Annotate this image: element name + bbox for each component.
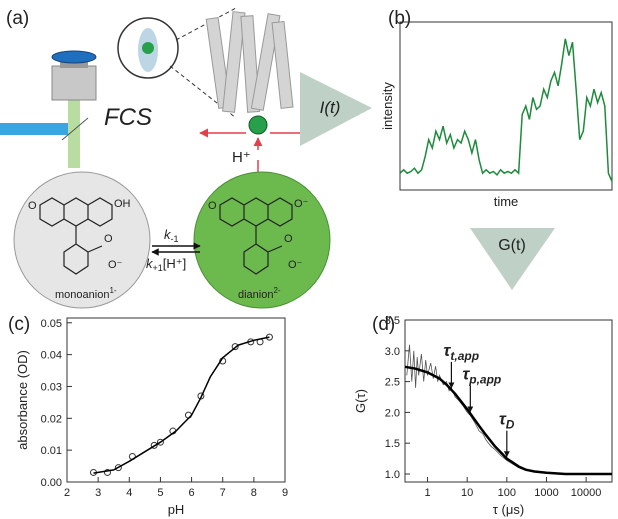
arrow-shape xyxy=(300,72,372,146)
charge: 1- xyxy=(109,286,116,295)
x-tick-label: 5 xyxy=(157,487,163,499)
species-label: monoanion1- xyxy=(55,286,117,301)
data-line xyxy=(406,344,612,475)
atom: OH xyxy=(114,198,131,210)
correlation-label: G(t) xyxy=(498,237,526,254)
rate-label: k-1 xyxy=(164,227,179,244)
objective xyxy=(51,65,97,101)
x-tick-label: 1 xyxy=(424,487,430,499)
y-tick-label: 3.0 xyxy=(385,346,400,358)
y-tick-label: 2.5 xyxy=(385,377,400,389)
y-tick-label: 1.5 xyxy=(385,438,400,450)
y-tick-label: 0.04 xyxy=(41,350,62,362)
species-name: monoanion xyxy=(55,289,109,301)
species-circle xyxy=(13,171,151,309)
technique: FCS xyxy=(104,104,152,131)
protein xyxy=(205,11,294,113)
x-tick-label: 9 xyxy=(282,487,288,499)
species-label: dianion2- xyxy=(238,286,281,301)
annotation: τt,app xyxy=(443,341,479,363)
annotation: τp,app xyxy=(462,365,501,387)
atom: O xyxy=(104,233,113,245)
x-axis-label: time xyxy=(494,194,519,209)
rate-sub: +1 xyxy=(153,263,163,273)
x-tick-label: 1000 xyxy=(534,487,558,499)
y-tick-label: 3.5 xyxy=(385,315,400,327)
y-tick-label: 0.03 xyxy=(41,381,62,393)
atom: O xyxy=(284,233,293,245)
rate-label: k+1[H⁺] xyxy=(146,256,186,273)
y-tick-label: 0.01 xyxy=(41,445,62,457)
rate-rest: [H⁺] xyxy=(163,256,186,271)
x-tick-label: 3 xyxy=(95,487,101,499)
structure xyxy=(39,197,293,275)
beam xyxy=(68,100,80,168)
plot-frame xyxy=(399,21,613,191)
x-tick-label: 4 xyxy=(126,487,132,499)
y-tick-label: 2.0 xyxy=(385,407,400,419)
proton: H⁺ xyxy=(232,149,251,166)
charge: 2- xyxy=(273,286,280,295)
atom: O xyxy=(208,200,217,212)
annotation: τD xyxy=(499,410,515,432)
y-tick-label: 0.05 xyxy=(41,318,62,330)
rate-symbol: k xyxy=(146,256,154,271)
x-tick-label: 100 xyxy=(498,487,516,499)
data-line xyxy=(93,336,270,474)
data-line xyxy=(404,365,612,476)
annotation-sub: t,app xyxy=(450,349,479,363)
panel-a: (a) FCS H⁺ I(t) O xyxy=(0,7,372,309)
fluorophore xyxy=(142,42,154,54)
panel-label: (b) xyxy=(388,8,411,29)
y-tick-label: 0.02 xyxy=(41,413,62,425)
y-axis-label: G(τ) xyxy=(353,389,368,413)
atom: O⁻ xyxy=(288,259,303,271)
plot-frame xyxy=(404,319,613,483)
annotation-symbol: τ xyxy=(462,365,470,384)
x-axis-label: τ (μs) xyxy=(493,502,524,517)
y-axis-label: absorbance (OD) xyxy=(15,350,30,450)
y-axis-label: intensity xyxy=(380,82,395,130)
annotation-symbol: τ xyxy=(499,410,507,429)
annotation-sub: p,app xyxy=(468,373,501,387)
lens xyxy=(51,50,97,64)
x-tick-label: 8 xyxy=(251,487,257,499)
atom: O⁻ xyxy=(108,259,123,271)
arrow-shape xyxy=(470,228,555,290)
beam xyxy=(0,123,80,135)
plot-frame xyxy=(66,317,286,483)
fluorophore xyxy=(248,115,268,135)
mirror xyxy=(61,117,89,141)
atom: O xyxy=(28,200,37,212)
atom: O⁻ xyxy=(294,198,309,210)
rate-sub: -1 xyxy=(171,234,179,244)
annotation-sub: D xyxy=(506,418,515,432)
species-name: dianion xyxy=(238,289,273,301)
rate-symbol: k xyxy=(164,227,172,242)
zoom-line xyxy=(175,7,237,41)
species-circle xyxy=(193,171,331,309)
panel-label: (d) xyxy=(372,314,395,335)
x-tick-label: 10 xyxy=(461,487,473,499)
x-tick-label: 10000 xyxy=(571,487,602,499)
signal-label: I(t) xyxy=(320,98,341,117)
x-tick-label: 6 xyxy=(189,487,195,499)
panel-label: (c) xyxy=(8,314,30,335)
data-line xyxy=(399,38,613,182)
x-axis-label: pH xyxy=(168,502,185,517)
annotation-symbol: τ xyxy=(443,341,451,360)
y-tick-label: 0.00 xyxy=(41,477,62,489)
x-tick-label: 7 xyxy=(220,487,226,499)
y-tick-label: 1.0 xyxy=(385,469,400,481)
x-tick-label: 2 xyxy=(64,487,70,499)
panel-label: (a) xyxy=(6,8,29,29)
